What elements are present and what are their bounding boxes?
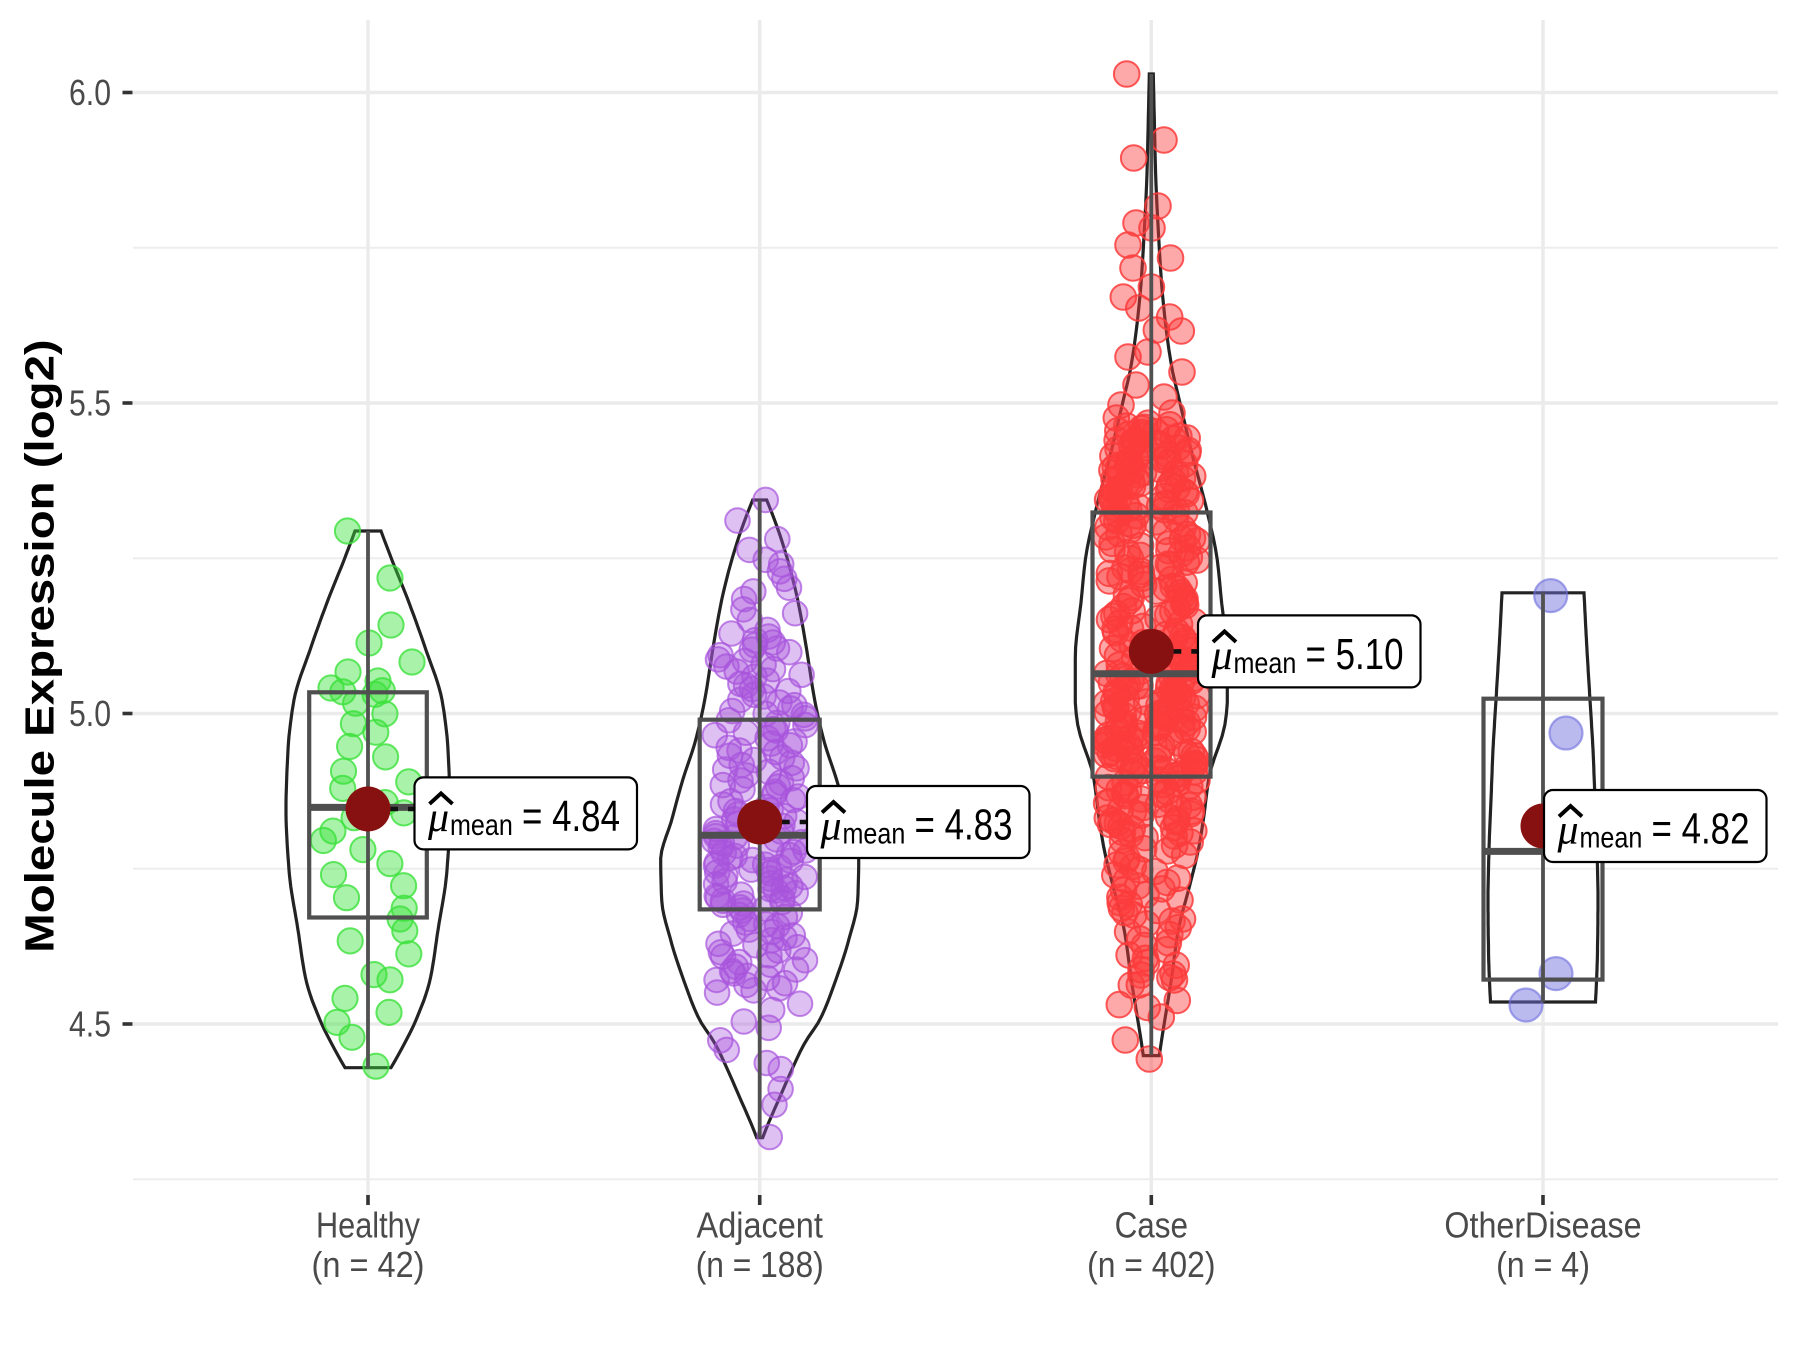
svg-text:mean: mean — [843, 818, 906, 851]
svg-text:5.0: 5.0 — [69, 693, 111, 734]
svg-text:μ: μ — [1557, 807, 1579, 853]
svg-text:Molecule Expression (log2): Molecule Expression (log2) — [17, 339, 62, 952]
svg-text:μ: μ — [820, 803, 842, 849]
svg-text:= 4.84: = 4.84 — [522, 792, 620, 841]
svg-text:OtherDisease: OtherDisease — [1444, 1205, 1641, 1246]
svg-text:4.5: 4.5 — [69, 1004, 111, 1045]
svg-text:(n = 4): (n = 4) — [1496, 1244, 1590, 1285]
svg-text:= 5.10: = 5.10 — [1306, 630, 1404, 679]
svg-text:μ: μ — [1211, 633, 1233, 679]
svg-text:μ: μ — [427, 795, 449, 841]
svg-text:Case: Case — [1115, 1205, 1188, 1246]
svg-text:= 4.83: = 4.83 — [915, 800, 1013, 849]
svg-text:6.0: 6.0 — [69, 72, 111, 113]
svg-text:mean: mean — [1234, 647, 1297, 680]
svg-text:(n = 402): (n = 402) — [1087, 1244, 1215, 1285]
svg-text:(n = 188): (n = 188) — [696, 1244, 824, 1285]
svg-text:= 4.82: = 4.82 — [1652, 804, 1750, 853]
svg-text:Healthy: Healthy — [316, 1205, 420, 1246]
svg-text:mean: mean — [450, 809, 513, 842]
svg-text:5.5: 5.5 — [69, 383, 111, 424]
svg-text:mean: mean — [1580, 822, 1643, 855]
svg-text:Adjacent: Adjacent — [697, 1205, 823, 1246]
svg-text:(n = 42): (n = 42) — [312, 1244, 425, 1285]
